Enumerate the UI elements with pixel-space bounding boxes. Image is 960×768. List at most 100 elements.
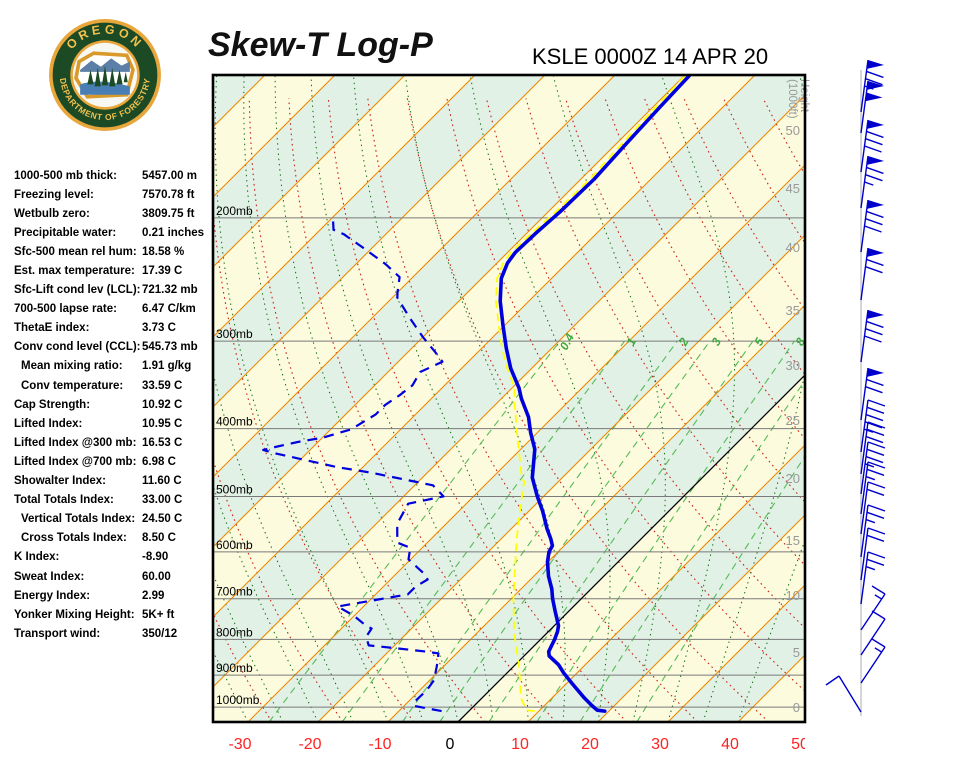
wind-barb [860, 421, 886, 475]
logo-river [80, 81, 130, 95]
index-value: 8.50 C [142, 532, 176, 545]
index-row: Conv temperature: 33.59 C [14, 376, 214, 395]
index-label: Yonker Mixing Height: [14, 608, 135, 621]
index-label: Mean mixing ratio: [21, 360, 123, 373]
wind-barb [860, 610, 886, 656]
svg-text:-30: -30 [228, 736, 251, 753]
svg-text:40: 40 [721, 736, 739, 753]
index-value: 5K+ ft [142, 608, 175, 621]
svg-text:-20: -20 [298, 736, 321, 753]
svg-text:35: 35 [786, 303, 800, 318]
wind-barb [860, 119, 884, 173]
index-row: Sfc-Lift cond lev (LCL): 721.32 mb [14, 281, 214, 300]
wind-barb [860, 199, 884, 253]
wind-barb [860, 309, 884, 363]
svg-text:300mb: 300mb [216, 327, 253, 341]
svg-text:0: 0 [446, 736, 455, 753]
temp-axis-labels: -30 -20 -10 0 10 20 30 40 50 [228, 736, 809, 753]
svg-text:30: 30 [786, 358, 800, 373]
index-row: Est. max temperature: 17.39 C [14, 261, 214, 280]
index-label: 1000-500 mb thick: [14, 169, 117, 182]
index-row: Sweat Index: 60.00 [14, 567, 214, 586]
index-row: Cap Strength: 10.92 C [14, 395, 214, 414]
wind-barb [860, 638, 886, 684]
index-row: Cross Totals Index: 8.50 C [14, 529, 214, 548]
index-value: 5457.00 m [142, 169, 197, 182]
svg-text:50: 50 [791, 736, 809, 753]
index-label: Est. max temperature: [14, 265, 135, 278]
wind-barb [860, 247, 884, 301]
index-label: Total Totals Index: [14, 494, 114, 507]
index-value: 17.39 C [142, 265, 183, 278]
svg-text:500mb: 500mb [216, 482, 253, 496]
index-row: Conv cond level (CCL): 545.73 mb [14, 338, 214, 357]
index-value: 0.21 inches [142, 226, 205, 239]
index-value: 33.00 C [142, 494, 183, 507]
wind-barb [860, 80, 884, 134]
svg-text:5: 5 [793, 645, 800, 660]
index-label: Vertical Totals Index: [21, 513, 136, 526]
svg-text:20: 20 [581, 736, 599, 753]
index-label: Lifted Index @300 mb: [14, 436, 137, 449]
index-label: Sfc-500 mean rel hum: [14, 245, 137, 258]
svg-text:40: 40 [786, 240, 800, 255]
index-label: Sweat Index: [14, 570, 85, 583]
isotherms [213, 75, 805, 722]
pressure-lines [213, 217, 805, 708]
dewpoint-line [262, 216, 445, 713]
index-label: Energy Index: [14, 589, 91, 602]
index-row: Transport wind: 350/12 [14, 624, 214, 643]
svg-text:700mb: 700mb [216, 585, 253, 599]
logo-mountains [80, 58, 130, 72]
wind-barb [860, 441, 886, 495]
svg-text:400mb: 400mb [216, 415, 253, 429]
index-label: Freezing level: [14, 188, 94, 201]
mixing-ratio-lines [268, 340, 805, 722]
svg-text:20: 20 [786, 471, 800, 486]
index-label: Conv cond level (CCL): [14, 341, 141, 354]
index-label: Conv temperature: [21, 379, 124, 392]
chart-border [211, 73, 807, 724]
svg-text:45: 45 [786, 181, 800, 196]
index-label: Wetbulb zero: [14, 207, 90, 220]
index-row: K Index: -8.90 [14, 548, 214, 567]
index-label: Cross Totals Index: [21, 532, 127, 545]
logo-trees [87, 65, 128, 87]
logo-scene [74, 51, 135, 99]
index-row: Energy Index: 2.99 [14, 586, 214, 605]
indices-panel: 1000-500 mb thick: 5457.00 m Freezing leve… [14, 166, 214, 643]
index-value: 7570.78 ft [142, 188, 195, 201]
index-value: 6.47 C/km [142, 303, 196, 316]
svg-text:0: 0 [793, 700, 800, 715]
index-value: 3.73 C [142, 322, 176, 335]
index-row: Precipitable water: 0.21 inches [14, 223, 214, 242]
index-value: 1.91 g/kg [142, 360, 192, 373]
index-row: ThetaE index: 3.73 C [14, 319, 214, 338]
index-value: 2.99 [142, 589, 165, 602]
index-label: Showalter Index: [14, 475, 107, 488]
index-label: K Index: [14, 551, 60, 564]
zero-isotherm [457, 374, 805, 722]
index-row: Lifted Index @300 mb: 16.53 C [14, 433, 214, 452]
plot-area [213, 75, 805, 722]
wind-barb [825, 675, 862, 713]
wind-barb [860, 481, 886, 535]
svg-text:10: 10 [786, 588, 800, 603]
index-value: 721.32 mb [142, 284, 198, 297]
index-value: 16.53 C [142, 436, 183, 449]
index-label: Lifted Index: [14, 417, 83, 430]
index-value: 24.50 C [142, 513, 183, 526]
svg-text:800mb: 800mb [216, 625, 253, 639]
wind-barb [860, 399, 886, 453]
index-value: 545.73 mb [142, 341, 198, 354]
wind-barb [860, 461, 886, 515]
index-value: 33.59 C [142, 379, 183, 392]
wind-barb [860, 155, 884, 209]
svg-text:200mb: 200mb [216, 204, 253, 218]
svg-text:25: 25 [786, 413, 800, 428]
index-row: Wetbulb zero: 3809.75 ft [14, 204, 214, 223]
wind-barb-column [825, 59, 886, 716]
svg-text:1000mb: 1000mb [216, 693, 260, 707]
